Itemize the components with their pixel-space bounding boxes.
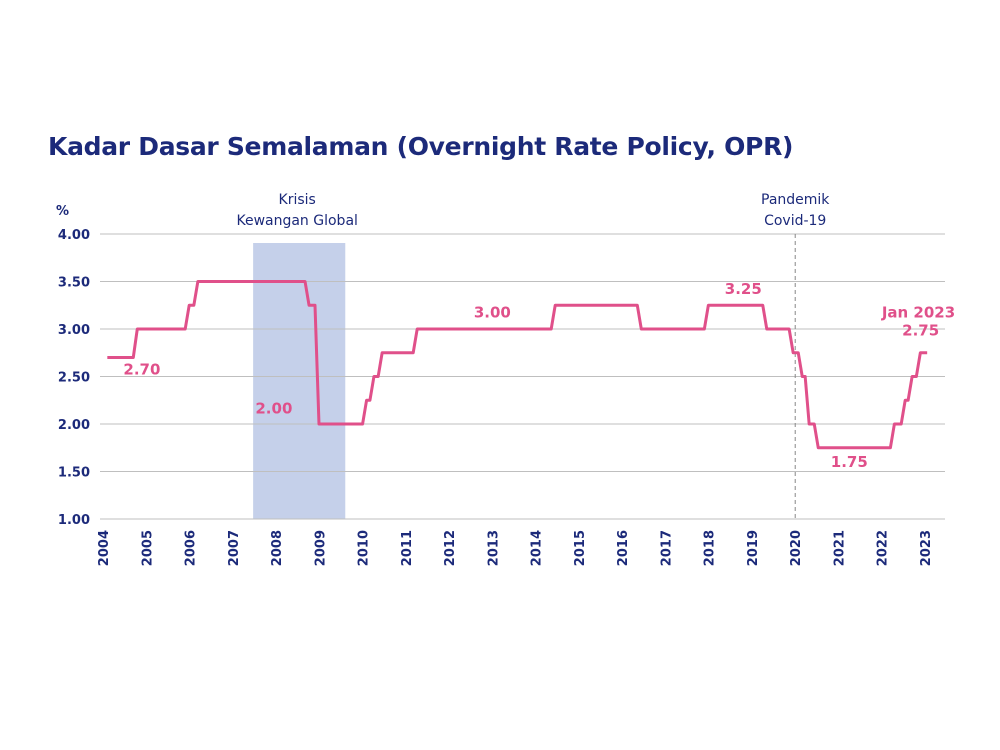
x-tick-label: 2019 [746,530,761,566]
x-tick-label: 2005 [140,530,155,566]
x-tick-label: 2020 [789,530,804,566]
event-label: Covid-19 [764,213,826,229]
x-tick-label: 2004 [97,530,112,566]
x-tick-label: 2012 [443,530,458,566]
event-label: Kewangan Global [236,213,357,229]
x-tick-label: 2008 [270,530,285,566]
event-label: Krisis [279,192,316,208]
x-tick-label: 2007 [227,530,242,566]
x-tick-label: 2021 [832,530,847,566]
x-tick-label: 2013 [486,530,501,566]
x-tick-label: 2011 [400,530,415,566]
y-tick-label: 3.50 [58,276,90,291]
data-label: 3.00 [474,304,511,322]
y-tick-label: 4.00 [58,228,90,243]
x-tick-label: 2018 [703,530,718,566]
opr-series-line [107,280,928,450]
x-tick-label: 2017 [659,530,674,566]
y-tick-label: 2.50 [58,371,90,386]
x-tick-label: 2022 [876,530,891,566]
y-axis-unit: % [56,204,69,219]
y-tick-label: 3.00 [58,323,90,338]
data-label: 3.25 [725,280,762,298]
x-tick-label: 2015 [573,530,588,566]
data-label: 1.75 [831,453,868,471]
y-tick-label: 2.00 [58,418,90,433]
y-tick-label: 1.50 [58,466,90,481]
data-label: 2.75 [902,322,939,340]
data-label: Jan 2023 [881,304,955,322]
event-band [253,243,346,519]
x-tick-label: 2006 [184,530,199,566]
x-tick-label: 2016 [616,530,631,566]
data-label: 2.00 [255,400,292,418]
chart-title: Kadar Dasar Semalaman (Overnight Rate Po… [48,132,794,161]
x-tick-label: 2023 [919,530,934,566]
event-label: Pandemik [761,192,830,208]
y-tick-label: 1.00 [58,513,90,528]
x-tick-label: 2009 [313,530,328,566]
x-tick-label: 2010 [357,530,372,566]
data-label: 2.70 [123,361,160,379]
x-tick-label: 2014 [530,530,545,566]
